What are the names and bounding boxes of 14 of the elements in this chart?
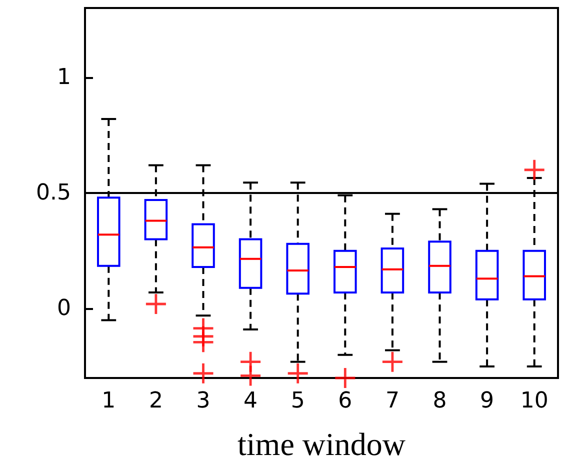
y-tick-label: 1 [57,64,71,90]
x-tick-label: 2 [148,388,163,414]
y-tick-label: 0 [57,296,71,322]
x-tick-label: 8 [432,388,447,414]
y-tick-label: 0.5 [36,180,71,206]
x-tick-label: 9 [480,388,494,414]
x-tick-label: 7 [385,388,400,414]
x-tick-label: 3 [196,388,210,414]
x-axis-title: time window [238,426,406,462]
x-tick-label: 1 [102,388,116,414]
x-tick-label: 6 [338,388,352,414]
x-tick-label: 4 [244,388,258,414]
x-tick-label: 5 [290,388,305,414]
x-tick-label: 10 [520,388,548,414]
